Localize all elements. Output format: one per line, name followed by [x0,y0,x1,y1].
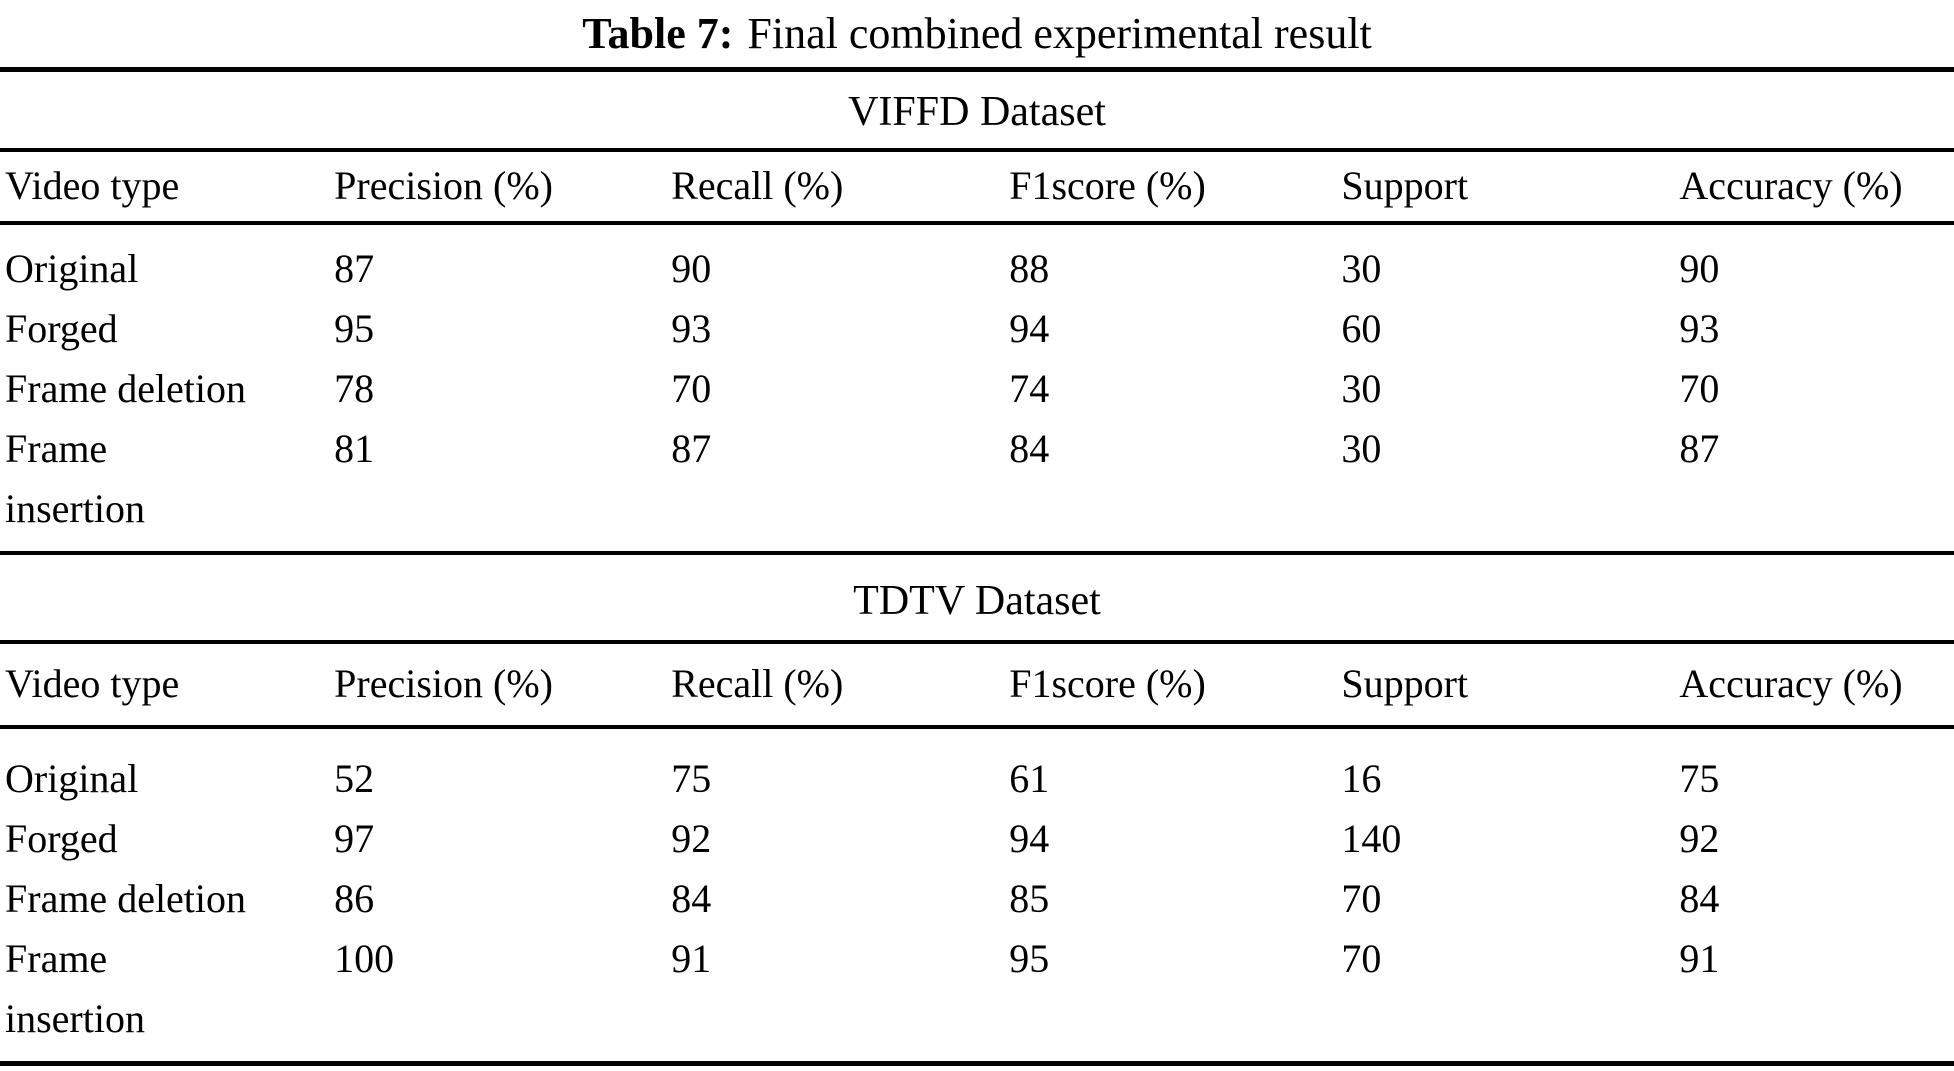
f1score-cell: 95 [1009,936,1050,981]
support-cell: 140 [1341,816,1402,861]
column-header-accuracy: Accuracy (%) [1679,150,1954,225]
table-caption-text: Final combined experimental result [747,9,1372,58]
precision-cell: 81 [334,426,375,471]
f1score-cell: 94 [1009,306,1050,351]
f1score-cell: 88 [1009,246,1050,291]
support-cell: 16 [1341,756,1382,801]
accuracy-cell: 70 [1679,366,1720,411]
video-type-cell: Forged [5,816,118,861]
section-title-tdtv: TDTV Dataset [0,551,1954,640]
column-header-recall: Recall (%) [671,642,1010,729]
video-type-cell: Frame insertion [5,426,145,531]
column-header-support: Support [1341,642,1680,729]
support-cell: 70 [1341,876,1382,921]
column-header-f1score: F1score (%) [1009,150,1342,225]
accuracy-cell: 92 [1679,816,1720,861]
column-header-precision: Precision (%) [334,150,672,225]
tdtv-results-table: Video type Precision (%) Recall (%) F1sc… [0,640,1954,1066]
section-title-viffd: VIFFD Dataset [0,67,1954,148]
accuracy-cell: 75 [1679,756,1720,801]
precision-cell: 52 [334,756,375,801]
video-type-cell: Forged [5,306,118,351]
precision-cell: 87 [334,246,375,291]
table-row: Frame deletion 78 70 74 30 70 [0,359,1954,419]
table-row: Frame deletion 86 84 85 70 84 [0,869,1954,929]
video-type-cell: Frame insertion [5,936,145,1041]
recall-cell: 75 [671,756,712,801]
table-caption-label: Table 7: [582,9,734,58]
table-row: Original 87 90 88 30 90 [0,223,1954,299]
recall-cell: 87 [671,426,712,471]
accuracy-cell: 90 [1679,246,1720,291]
recall-cell: 91 [671,936,712,981]
precision-cell: 78 [334,366,375,411]
table-row: Frame insertion 81 87 84 30 87 [0,419,1954,551]
support-cell: 30 [1341,366,1382,411]
recall-cell: 90 [671,246,712,291]
video-type-cell: Frame deletion [5,366,247,411]
column-header-video-type: Video type [0,642,335,729]
f1score-cell: 85 [1009,876,1050,921]
column-header-recall: Recall (%) [671,150,1010,225]
recall-cell: 70 [671,366,712,411]
column-header-video-type: Video type [0,150,335,225]
column-header-precision: Precision (%) [334,642,672,729]
video-type-cell: Original [5,246,139,291]
accuracy-cell: 91 [1679,936,1720,981]
header-row: Video type Precision (%) Recall (%) F1sc… [0,150,1954,225]
precision-cell: 95 [334,306,375,351]
recall-cell: 93 [671,306,712,351]
header-row: Video type Precision (%) Recall (%) F1sc… [0,642,1954,729]
precision-cell: 97 [334,816,375,861]
table-row: Forged 97 92 94 140 92 [0,809,1954,869]
support-cell: 60 [1341,306,1382,351]
video-type-cell: Original [5,756,139,801]
f1score-cell: 61 [1009,756,1050,801]
precision-cell: 86 [334,876,375,921]
column-header-support: Support [1341,150,1680,225]
table-caption: Table 7: Final combined experimental resu… [0,0,1954,67]
accuracy-cell: 84 [1679,876,1720,921]
accuracy-cell: 87 [1679,426,1720,471]
viffd-results-table: Video type Precision (%) Recall (%) F1sc… [0,148,1954,551]
recall-cell: 92 [671,816,712,861]
support-cell: 30 [1341,246,1382,291]
support-cell: 30 [1341,426,1382,471]
recall-cell: 84 [671,876,712,921]
video-type-cell: Frame deletion [5,876,247,921]
support-cell: 70 [1341,936,1382,981]
viffd-section: VIFFD Dataset Video type Precision (%) R… [0,67,1954,551]
precision-cell: 100 [334,936,395,981]
accuracy-cell: 93 [1679,306,1720,351]
tdtv-section: TDTV Dataset Video type Precision (%) Re… [0,551,1954,1066]
f1score-cell: 74 [1009,366,1050,411]
column-header-accuracy: Accuracy (%) [1679,642,1954,729]
table-row: Original 52 75 61 16 75 [0,727,1954,809]
f1score-cell: 94 [1009,816,1050,861]
f1score-cell: 84 [1009,426,1050,471]
table-row: Forged 95 93 94 60 93 [0,299,1954,359]
column-header-f1score: F1score (%) [1009,642,1342,729]
table-row: Frame insertion 100 91 95 70 91 [0,929,1954,1064]
